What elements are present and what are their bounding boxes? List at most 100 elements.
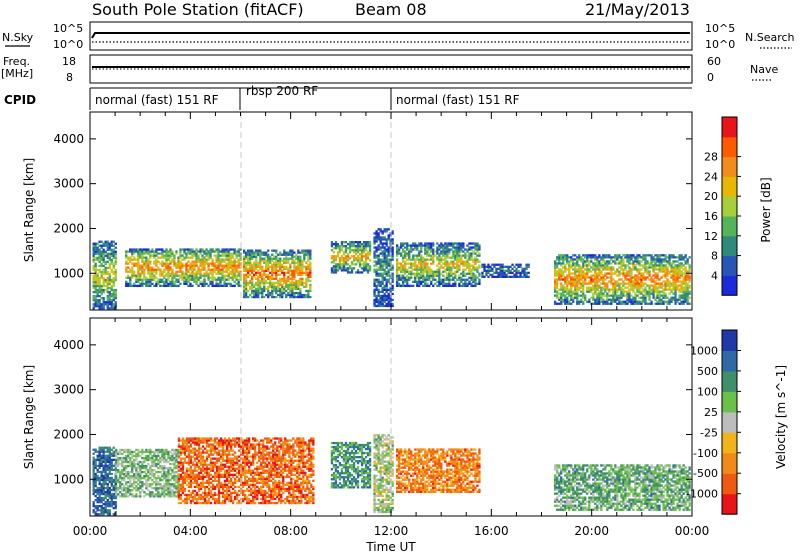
- power-echo-cell: [440, 278, 443, 281]
- power-echo-cell: [418, 278, 421, 281]
- power-echo-cell: [261, 275, 264, 278]
- power-echo-cell: [481, 275, 484, 278]
- power-echo-cell: [682, 300, 685, 303]
- power-echo-cell: [662, 268, 665, 271]
- power-echo-cell: [257, 281, 260, 285]
- power-echo-cell: [424, 260, 427, 263]
- power-echo-cell: [108, 258, 111, 261]
- power-echo-cell: [201, 256, 204, 259]
- power-echo-cell: [387, 302, 390, 306]
- power-echo-cell: [255, 253, 258, 256]
- power-echo-cell: [100, 274, 103, 278]
- power-echo-cell: [104, 266, 107, 270]
- power-echo-cell: [114, 291, 117, 294]
- power-echo-cell: [642, 294, 645, 297]
- power-echo-cell: [658, 268, 661, 271]
- power-echo-cell: [179, 252, 182, 255]
- power-echo-cell: [456, 250, 459, 253]
- power-echo-cell: [106, 286, 109, 290]
- power-echo-region: [481, 263, 530, 278]
- power-echo-cell: [281, 279, 284, 283]
- power-echo-cell: [612, 296, 615, 299]
- power-echo-cell: [110, 286, 113, 290]
- power-echo-cell: [108, 291, 111, 294]
- power-echo-cell: [112, 250, 115, 253]
- power-echo-cell: [674, 272, 677, 275]
- power-echo-cell: [396, 274, 399, 277]
- power-echo-cell: [141, 264, 144, 267]
- power-echo-cell: [297, 271, 300, 274]
- power-echo-cell: [114, 278, 117, 282]
- power-echo-cell: [100, 284, 103, 288]
- velocity-echo-cell: [108, 446, 111, 449]
- power-echo-cell: [219, 282, 222, 285]
- power-echo-cell: [598, 290, 601, 293]
- power-echo-cell: [458, 242, 461, 245]
- power-echo-cell: [466, 278, 469, 281]
- power-echo-cell: [261, 253, 264, 256]
- power-echo-cell: [108, 242, 111, 245]
- power-echo-cell: [416, 254, 419, 257]
- power-echo-cell: [309, 263, 312, 266]
- power-echo-cell: [165, 284, 168, 287]
- power-echo-cell: [255, 249, 258, 252]
- power-echo-cell: [165, 260, 168, 263]
- power-echo-cell: [614, 254, 617, 257]
- power-echo-cell: [263, 251, 266, 254]
- power-echo-cell: [570, 302, 573, 305]
- power-echo-cell: [654, 260, 657, 263]
- power-echo-cell: [606, 294, 609, 297]
- power-echo-cell: [684, 254, 687, 257]
- power-echo-cell: [125, 252, 128, 255]
- power-echo-cell: [387, 296, 390, 300]
- power-echo-cell: [245, 269, 248, 272]
- power-echo-cell: [652, 288, 655, 291]
- power-echo-cell: [678, 276, 681, 279]
- velocity-echo-cell: [96, 458, 99, 461]
- velocity-echo-cell: [121, 448, 124, 452]
- power-echo-cell: [330, 243, 334, 246]
- power-echo-cell: [379, 264, 382, 267]
- power-echo-cell: [596, 296, 599, 299]
- velocity-echo-cell: [108, 480, 111, 484]
- power-echo-cell: [428, 266, 431, 269]
- velocity-echo-cell: [98, 488, 101, 492]
- velocity-echo-cell: [143, 456, 146, 460]
- power-echo-cell: [592, 274, 595, 277]
- power-echo-cell: [428, 278, 431, 281]
- velocity-echo-cell: [104, 490, 107, 494]
- power-echo-cell: [350, 263, 354, 266]
- power-echo-cell: [225, 248, 228, 251]
- power-echo-cell: [141, 268, 144, 271]
- power-echo-cell: [171, 270, 174, 273]
- velocity-echo-cell: [131, 483, 134, 486]
- power-echo-cell: [368, 245, 372, 248]
- power-echo-cell: [562, 258, 565, 261]
- power-echo-cell: [92, 274, 95, 278]
- power-echo-cell: [104, 270, 107, 274]
- power-echo-cell: [344, 267, 348, 270]
- power-echo-cell: [476, 246, 479, 249]
- power-echo-cell: [416, 280, 419, 283]
- power-echo-cell: [422, 244, 425, 247]
- power-echo-cell: [566, 260, 569, 263]
- power-echo-cell: [185, 252, 188, 255]
- power-echo-cell: [517, 269, 520, 272]
- power-echo-cell: [223, 270, 226, 273]
- power-echo-cell: [566, 258, 569, 261]
- power-echo-cell: [483, 269, 486, 272]
- power-echo-cell: [205, 252, 208, 255]
- power-echo-cell: [98, 282, 101, 286]
- power-echo-cell: [309, 287, 312, 291]
- velocity-echo-cell: [104, 507, 107, 510]
- power-echo-cell: [364, 259, 368, 262]
- power-echo-cell: [436, 258, 439, 261]
- power-echo-cell: [243, 285, 246, 289]
- power-echo-cell: [476, 268, 479, 271]
- velocity-echo-cell: [135, 485, 138, 488]
- power-echo-cell: [558, 262, 561, 265]
- power-echo-cell: [229, 284, 232, 287]
- power-echo-cell: [650, 290, 653, 293]
- power-echo-cell: [291, 289, 294, 293]
- power-echo-cell: [185, 256, 188, 259]
